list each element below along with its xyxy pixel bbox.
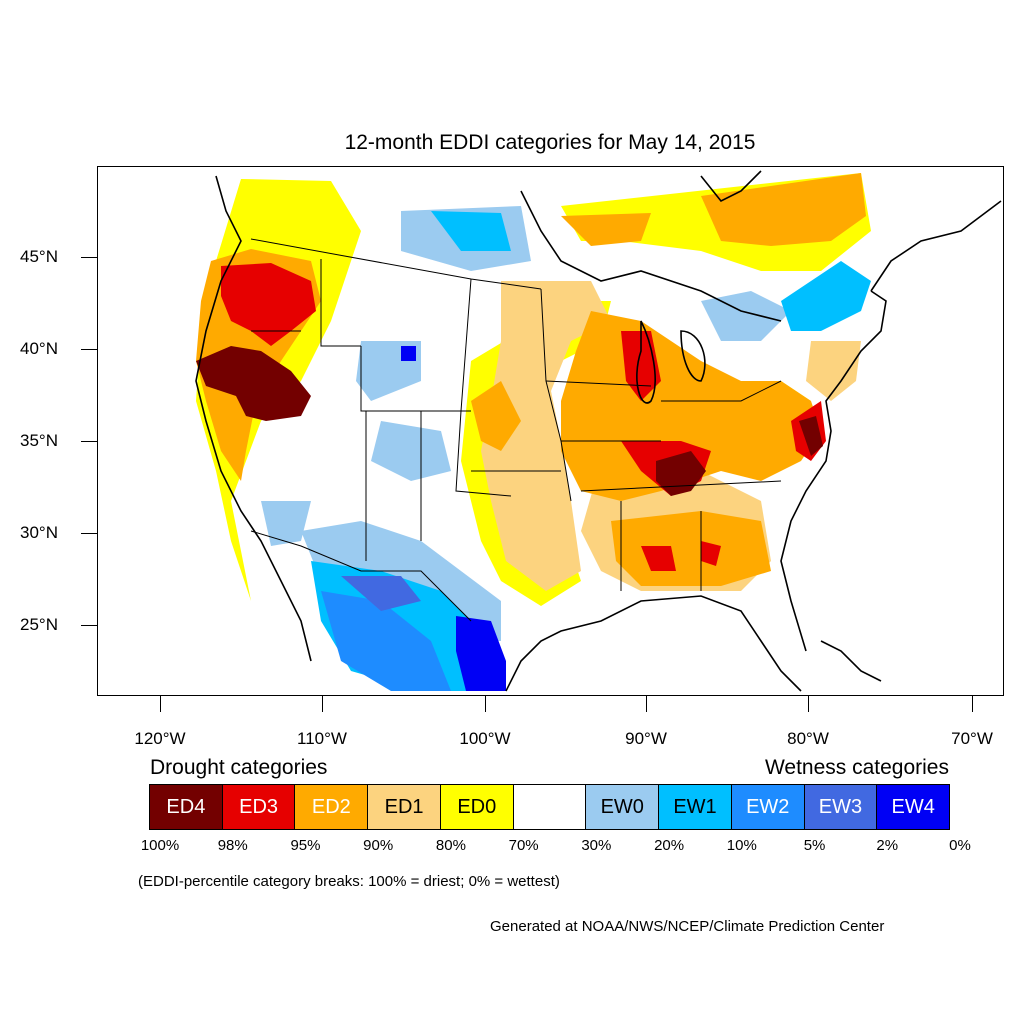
legend-box-normal bbox=[512, 784, 587, 830]
legend-box-ew4: EW4 bbox=[876, 784, 951, 830]
ew4-region bbox=[401, 346, 506, 691]
legend-box-ew2: EW2 bbox=[730, 784, 805, 830]
lat-label-40: 40°N bbox=[20, 339, 58, 358]
lat-label-25: 25°N bbox=[20, 615, 58, 634]
percentile-label: 0% bbox=[949, 837, 971, 854]
lon-tick bbox=[485, 696, 486, 712]
lat-tick bbox=[81, 533, 97, 534]
legend-box-ed0: ED0 bbox=[439, 784, 514, 830]
lon-label-70: 70°W bbox=[951, 729, 993, 748]
lon-tick bbox=[972, 696, 973, 712]
percentile-label: 5% bbox=[803, 837, 826, 854]
percentile-label: 80% bbox=[435, 837, 466, 854]
lat-tick bbox=[81, 441, 97, 442]
lon-tick bbox=[646, 696, 647, 712]
percentile-label: 95% bbox=[290, 837, 321, 854]
lon-tick bbox=[322, 696, 323, 712]
legend-box-ew1: EW1 bbox=[658, 784, 732, 830]
chart-title: 12-month EDDI categories for May 14, 201… bbox=[344, 131, 756, 154]
percentile-label: 2% bbox=[876, 837, 899, 854]
percentile-label: 90% bbox=[363, 837, 394, 854]
lon-label-100: 100°W bbox=[459, 729, 511, 748]
lon-label-120: 120°W bbox=[134, 729, 186, 748]
wetness-heading: Wetness categories bbox=[764, 756, 949, 779]
lon-tick bbox=[160, 696, 161, 712]
legend-box-ed3: ED3 bbox=[221, 784, 296, 830]
credit-text: Generated at NOAA/NWS/NCEP/Climate Predi… bbox=[490, 918, 885, 935]
percentile-label: 20% bbox=[654, 837, 685, 854]
legend-box-ed1: ED1 bbox=[367, 784, 441, 830]
lat-label-35: 35°N bbox=[20, 431, 58, 450]
legend-box-ew0: EW0 bbox=[585, 784, 660, 830]
percentile-label: 70% bbox=[508, 837, 539, 854]
legend-box-ed4: ED4 bbox=[149, 784, 223, 830]
ed4-region bbox=[196, 346, 823, 496]
percentile-label: 10% bbox=[726, 837, 757, 854]
lon-label-80: 80°W bbox=[787, 729, 829, 748]
ew2-region bbox=[321, 576, 451, 691]
lat-label-45: 45°N bbox=[20, 247, 58, 266]
eddi-map bbox=[97, 166, 1004, 696]
lon-tick bbox=[808, 696, 809, 712]
drought-heading: Drought categories bbox=[150, 756, 328, 779]
lat-tick bbox=[81, 257, 97, 258]
percentile-label: 30% bbox=[581, 837, 612, 854]
legend-box-ew3: EW3 bbox=[803, 784, 878, 830]
lat-label-30: 30°N bbox=[20, 523, 58, 542]
legend-color-bar: ED4 ED3 ED2 ED1 ED0 EW0 EW1 EW2 EW3 EW4 bbox=[149, 784, 951, 830]
percentile-label: 98% bbox=[217, 837, 248, 854]
lon-label-110: 110°W bbox=[297, 729, 347, 748]
lat-tick bbox=[81, 625, 97, 626]
legend-box-ed2: ED2 bbox=[294, 784, 369, 830]
coastline bbox=[195, 170, 1002, 692]
percentile-label: 100% bbox=[140, 837, 180, 854]
lat-tick bbox=[81, 349, 97, 350]
lon-label-90: 90°W bbox=[625, 729, 667, 748]
boundaries bbox=[250, 238, 782, 622]
category-note: (EDDI-percentile category breaks: 100% =… bbox=[138, 873, 560, 890]
